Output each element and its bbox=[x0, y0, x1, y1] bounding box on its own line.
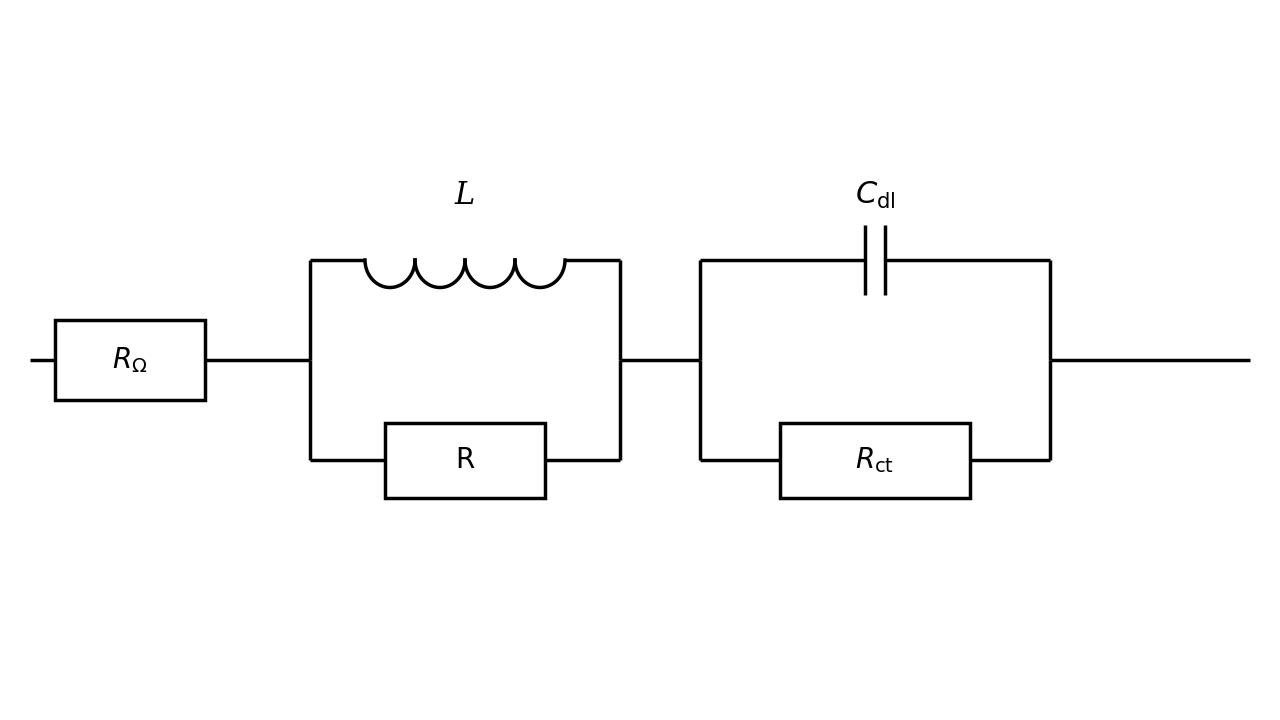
Text: $R_{\Omega}$: $R_{\Omega}$ bbox=[113, 345, 147, 375]
Text: L: L bbox=[454, 179, 475, 210]
Text: $C_{\mathrm{dl}}$: $C_{\mathrm{dl}}$ bbox=[855, 179, 896, 210]
Bar bbox=[780, 423, 970, 498]
Text: $R_{\mathrm{ct}}$: $R_{\mathrm{ct}}$ bbox=[855, 445, 895, 475]
Bar bbox=[385, 423, 545, 498]
Text: R: R bbox=[456, 446, 475, 474]
Bar bbox=[55, 320, 205, 400]
